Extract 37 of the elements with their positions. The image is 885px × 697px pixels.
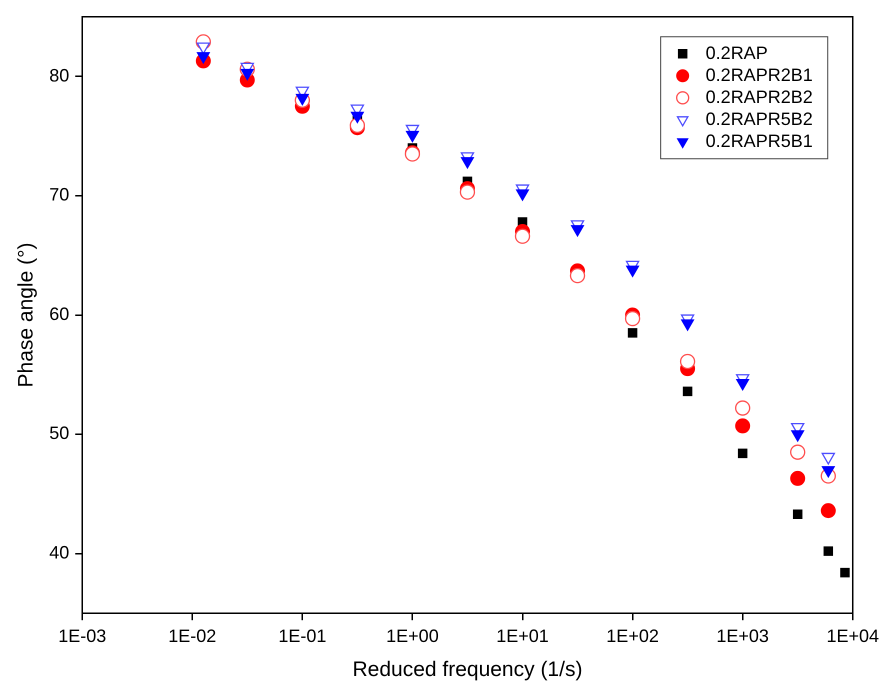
point <box>460 157 474 169</box>
point <box>516 189 530 201</box>
x-tick-label: 1E+04 <box>826 626 880 646</box>
point <box>240 68 254 80</box>
x-tick-label: 1E+03 <box>716 626 769 646</box>
point <box>406 130 419 142</box>
y-tick-label: 50 <box>49 423 70 444</box>
y-tick-label: 40 <box>49 542 70 563</box>
legend-label: 0.2RAPR5B1 <box>706 130 813 151</box>
legend-label: 0.2RAPR5B2 <box>706 108 813 129</box>
x-tick-label: 1E-02 <box>168 626 216 646</box>
x-tick-label: 1E-03 <box>58 626 106 646</box>
x-tick-label: 1E+00 <box>386 626 439 646</box>
x-axis-title: Reduced frequency (1/s) <box>352 658 582 682</box>
legend-label: 0.2RAP <box>706 42 768 63</box>
y-axis-title: Phase angle (°) <box>14 242 38 388</box>
y-tick-label: 70 <box>49 184 70 205</box>
legend-label: 0.2RAPR2B1 <box>706 64 813 85</box>
point <box>460 184 476 200</box>
point <box>626 266 640 278</box>
x-tick-label: 1E+02 <box>606 626 659 646</box>
point <box>680 354 696 370</box>
y-tick-label: 60 <box>49 304 70 324</box>
point <box>790 470 806 486</box>
x-tick-label: 1E+01 <box>496 626 549 646</box>
point <box>514 228 530 244</box>
point <box>736 378 750 390</box>
point <box>570 268 586 284</box>
point <box>791 430 804 442</box>
y-tick-label: 80 <box>49 65 70 86</box>
legend-label: 0.2RAPR2B2 <box>706 86 813 107</box>
point <box>350 112 364 124</box>
point <box>681 319 694 331</box>
x-tick-label: 1E-01 <box>278 626 326 646</box>
point <box>735 418 750 434</box>
point <box>570 225 584 237</box>
point <box>624 310 640 326</box>
